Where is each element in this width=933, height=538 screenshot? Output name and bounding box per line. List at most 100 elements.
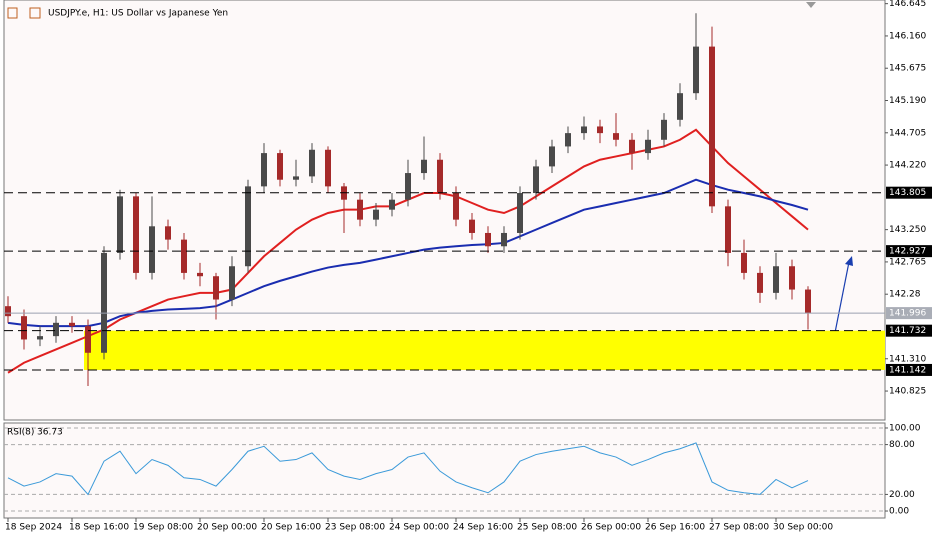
candle-body xyxy=(213,276,219,300)
y-tick-label: 145.675 xyxy=(889,64,926,74)
x-tick-label: 26 Sep 00:00 xyxy=(581,523,641,533)
line-series xyxy=(7,442,809,496)
candle-body xyxy=(725,206,731,253)
candle-body xyxy=(101,252,107,353)
level-label: 141.732 xyxy=(889,326,926,336)
x-tick-label: 19 Sep 08:00 xyxy=(133,523,193,533)
candle-body xyxy=(645,139,651,154)
candle-body xyxy=(133,196,139,273)
candle-body xyxy=(53,322,59,337)
y-tick-label: 0.00 xyxy=(889,507,909,517)
candle-body xyxy=(773,266,779,293)
x-tick-label: 30 Sep 00:00 xyxy=(773,523,833,533)
candle-body xyxy=(229,266,235,300)
y-tick-label: 145.190 xyxy=(889,96,926,106)
candle-body xyxy=(805,289,811,313)
x-tick-label: 25 Sep 08:00 xyxy=(517,523,577,533)
y-tick-label: 80.00 xyxy=(889,440,915,450)
x-tick-label: 18 Sep 16:00 xyxy=(69,523,129,533)
candle-body xyxy=(613,133,619,140)
candle-body xyxy=(85,326,91,353)
y-tick-label: 143.250 xyxy=(889,225,926,235)
candle-body xyxy=(69,322,75,327)
candle-body xyxy=(21,316,27,340)
candle-body xyxy=(709,46,715,207)
indicator-value: 36.73 xyxy=(37,428,63,438)
candle-body xyxy=(373,209,379,220)
candle-body xyxy=(357,199,363,220)
candle-body xyxy=(165,226,171,240)
candle-body xyxy=(693,46,699,94)
scroll-marker xyxy=(806,2,816,8)
y-tick-label: 141.310 xyxy=(889,354,926,364)
candle-body xyxy=(501,232,507,247)
y-tick-label: 144.705 xyxy=(889,128,926,138)
level-label: 143.805 xyxy=(889,188,926,198)
arrow-head xyxy=(845,256,853,266)
candle-body xyxy=(741,252,747,273)
level-label-box xyxy=(886,245,932,258)
y-tick-label: 140.825 xyxy=(889,387,926,397)
indicator-title: RSI(8) xyxy=(7,428,34,438)
price-label-box xyxy=(886,307,932,320)
candle-body xyxy=(405,173,411,200)
candle-body xyxy=(5,306,11,317)
candle-body xyxy=(485,232,491,247)
y-tick-label: 146.160 xyxy=(889,31,926,41)
candle-body xyxy=(533,166,539,194)
y-tick-label: 144.220 xyxy=(889,161,926,171)
candle-body xyxy=(117,196,123,253)
y-tick-label: 100.00 xyxy=(889,423,921,433)
rsi-panel xyxy=(3,422,886,519)
candle-body xyxy=(261,153,267,187)
x-tick-label: 20 Sep 00:00 xyxy=(197,523,257,533)
y-tick-label: 142.28 xyxy=(889,290,921,300)
candle-body xyxy=(469,219,475,233)
x-tick-label: 18 Sep 2024 xyxy=(5,523,62,533)
candle-body xyxy=(245,186,251,267)
price-label: 141.996 xyxy=(889,309,926,319)
level-label-box xyxy=(886,324,932,337)
candle-body xyxy=(789,266,795,290)
candle-body xyxy=(293,176,299,180)
candle-body xyxy=(389,199,395,210)
y-tick-label: 142.765 xyxy=(889,257,926,267)
candle-body xyxy=(581,126,587,134)
level-label-box xyxy=(886,363,932,376)
candle-body xyxy=(309,149,315,177)
candle-body xyxy=(549,146,555,167)
candle-body xyxy=(565,133,571,147)
candle-body xyxy=(421,159,427,174)
chart-title: USDJPY.e, H1: US Dollar vs Japanese Yen xyxy=(48,9,228,19)
candle-body xyxy=(661,119,667,140)
symbol-icons xyxy=(7,7,41,19)
candle-body xyxy=(437,159,443,194)
x-tick-label: 24 Sep 00:00 xyxy=(389,523,449,533)
level-label-box xyxy=(886,186,932,199)
candle-body xyxy=(629,139,635,154)
candle-body xyxy=(277,153,283,180)
candle-body xyxy=(597,126,603,134)
y-tick-label: 146.645 xyxy=(889,0,926,9)
x-tick-label: 24 Sep 16:00 xyxy=(453,523,513,533)
candle-body xyxy=(325,149,331,187)
level-label: 141.142 xyxy=(889,365,926,375)
level-label: 142.927 xyxy=(889,247,926,257)
candle-body xyxy=(37,336,43,340)
candle-body xyxy=(677,93,683,120)
candle-body xyxy=(181,239,187,273)
line-series xyxy=(7,178,809,328)
y-tick-label: 20.00 xyxy=(889,490,915,500)
candle-body xyxy=(197,272,203,277)
x-tick-label: 20 Sep 16:00 xyxy=(261,523,321,533)
candle-body xyxy=(517,193,523,233)
candle-body xyxy=(453,193,459,220)
x-tick-label: 26 Sep 16:00 xyxy=(645,523,705,533)
candle-body xyxy=(149,226,155,273)
candle-body xyxy=(757,272,763,293)
zone xyxy=(84,330,885,370)
x-tick-label: 27 Sep 08:00 xyxy=(709,523,769,533)
x-tick-label: 23 Sep 08:00 xyxy=(325,523,385,533)
